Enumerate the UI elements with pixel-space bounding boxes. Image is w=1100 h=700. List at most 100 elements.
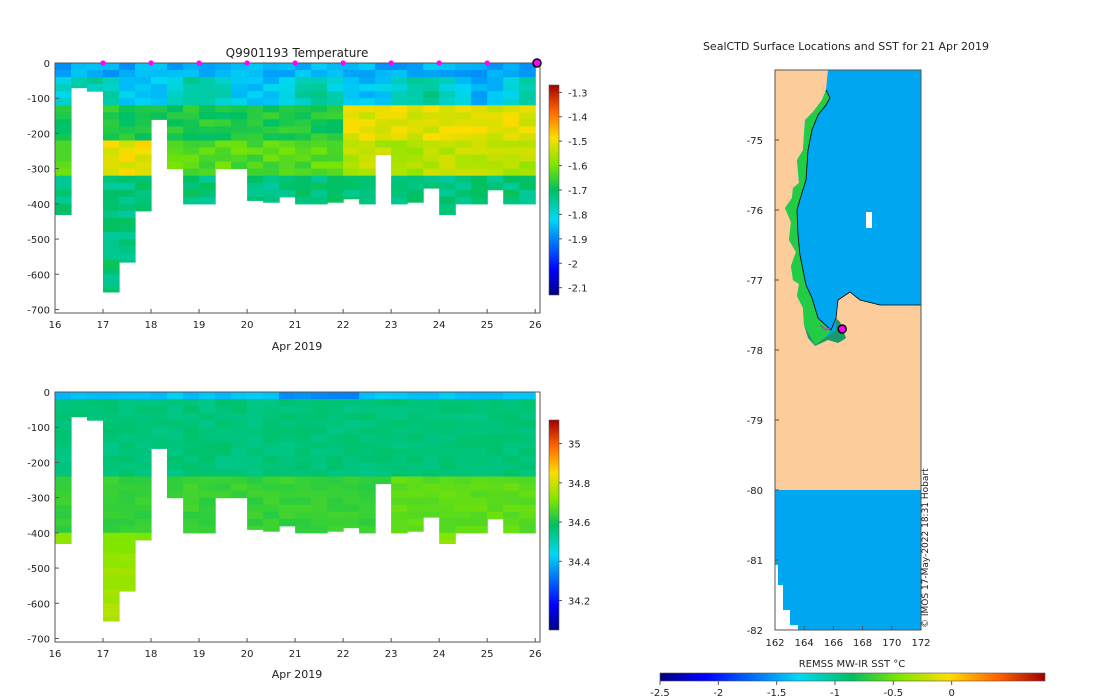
salinity-cell [215, 406, 232, 414]
map-y-tick-label: -79 [747, 416, 763, 427]
salinity-cell [391, 413, 408, 421]
salinity-cell [183, 504, 200, 513]
salinity-cell [519, 490, 536, 499]
temperature-cell [247, 196, 264, 201]
temperature-cell [263, 182, 280, 191]
temperature-cell [247, 147, 264, 156]
temperature-cell [295, 133, 312, 141]
temperature-cell [439, 161, 456, 170]
temperature-cell [391, 133, 408, 141]
temperature-cell [103, 147, 120, 156]
salinity-cell [503, 511, 520, 520]
temperature-cell [311, 168, 328, 177]
temperature-cell [119, 98, 136, 106]
temperature-cell [103, 274, 120, 282]
salinity-cell [471, 497, 488, 506]
temperature-cell [295, 105, 312, 113]
temperature-cell [103, 168, 120, 177]
temperature-cell [119, 84, 136, 92]
temperature-cell [359, 147, 376, 156]
temperature-cell [135, 154, 152, 163]
temperature-cell [103, 196, 120, 205]
temperature-cell [487, 91, 504, 99]
salinity-cell [503, 427, 520, 435]
temperature-cell [263, 105, 280, 113]
salinity-cell [183, 518, 200, 527]
salinity-cell [151, 427, 168, 435]
salinity-cell [263, 497, 280, 506]
temperature-cell [519, 105, 536, 113]
temperature-cell [375, 133, 392, 141]
salinity-cell [455, 413, 472, 421]
temperature-cell [455, 147, 472, 156]
salinity-cell [103, 518, 120, 527]
sst-colorbar-tick-label: -0.5 [884, 688, 904, 699]
temperature-cell [279, 70, 296, 78]
salinity-cell [279, 392, 296, 400]
salinity-cell [247, 420, 264, 428]
salinity-cell [263, 441, 280, 449]
salinity-cell [471, 455, 488, 463]
salinity-cell [135, 462, 152, 470]
temperature-cell [519, 175, 536, 184]
salinity-cell [343, 399, 360, 407]
salinity-cell [519, 448, 536, 456]
temperature-cell [343, 98, 360, 106]
salinity-cell [423, 511, 440, 518]
salinity-cell [455, 399, 472, 407]
temperature-cell [503, 70, 520, 78]
salinity-cell [455, 469, 472, 478]
salinity-cell [55, 504, 72, 513]
temperature-cell [55, 175, 72, 184]
salinity-cell [311, 490, 328, 499]
salinity-cell [167, 483, 184, 492]
temperature-cell [263, 119, 280, 127]
salinity-cell [503, 490, 520, 499]
temperature-cell [135, 182, 152, 191]
salinity-cell [503, 483, 520, 492]
surface-marker [196, 60, 202, 66]
colorbar-tick-label: -2.1 [568, 284, 588, 295]
salinity-cell [103, 476, 120, 485]
temperature-cell [439, 133, 456, 141]
temperature-cell [487, 133, 504, 141]
latest-surface-marker [532, 58, 542, 68]
salinity-cell [119, 582, 136, 590]
salinity-cell [439, 539, 456, 544]
temperature-cell [295, 77, 312, 85]
salinity-cell [359, 427, 376, 435]
y-tick-label: -700 [27, 305, 50, 316]
temperature-cell [487, 98, 504, 106]
salinity-cell [119, 483, 136, 492]
salinity-cell [263, 504, 280, 513]
salinity-cell [135, 476, 152, 485]
x-tick-label: 23 [385, 649, 398, 660]
temperature-cell [391, 119, 408, 127]
salinity-cell [135, 448, 152, 456]
temperature-cell [423, 119, 440, 127]
sst-colorbar-tick-label: -1.5 [767, 688, 787, 699]
salinity-cell [199, 525, 216, 534]
temperature-cell [215, 91, 232, 99]
y-tick-label: -600 [27, 270, 50, 281]
temperature-cell [263, 112, 280, 120]
salinity-cell [119, 539, 136, 548]
x-tick-label: 20 [241, 649, 254, 660]
salinity-cell [199, 434, 216, 442]
temperature-cell [119, 154, 136, 163]
salinity-cell [119, 399, 136, 407]
temperature-cell [423, 77, 440, 85]
temperature-cell [119, 140, 136, 149]
y-tick-label: -300 [27, 494, 50, 505]
salinity-cell [215, 483, 232, 492]
y-tick-label: -200 [27, 458, 50, 469]
temperature-cell [167, 98, 184, 106]
temperature-cell [135, 91, 152, 99]
salinity-cell [439, 518, 456, 527]
temperature-cell [327, 105, 344, 113]
temperature-cell [423, 154, 440, 163]
temperature-cell [343, 168, 360, 177]
y-tick-label: 0 [44, 388, 50, 399]
temperature-cell [471, 63, 488, 71]
salinity-cell [439, 434, 456, 442]
